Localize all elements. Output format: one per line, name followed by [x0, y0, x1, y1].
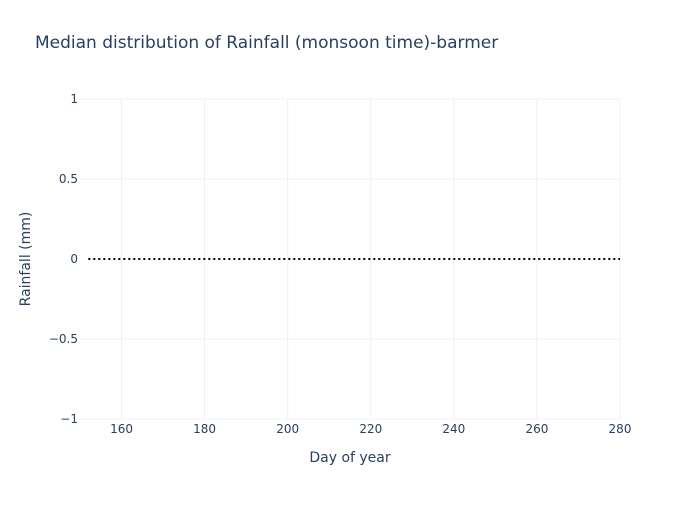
- x-tick-label: 240: [442, 422, 465, 436]
- x-tick-label: 260: [525, 422, 548, 436]
- y-tick-label: 1: [70, 92, 78, 106]
- x-tick-label: 180: [193, 422, 216, 436]
- y-axis-label: Rainfall (mm): [18, 212, 34, 307]
- x-tick-label: 160: [110, 422, 133, 436]
- tick-layer: 160 180 200 220 240 260 280 1 0.5 0 −0.5 −1: [49, 92, 632, 436]
- y-tick-label: −0.5: [49, 332, 78, 346]
- x-tick-label: 280: [609, 422, 632, 436]
- x-axis-label: Day of year: [309, 450, 391, 466]
- y-tick-label: 0: [70, 252, 78, 266]
- chart-title: Median distribution of Rainfall (monsoon…: [35, 33, 499, 53]
- y-tick-label: −1: [60, 412, 78, 426]
- y-tick-label: 0.5: [59, 172, 78, 186]
- x-tick-label: 200: [276, 422, 299, 436]
- x-tick-label: 220: [359, 422, 382, 436]
